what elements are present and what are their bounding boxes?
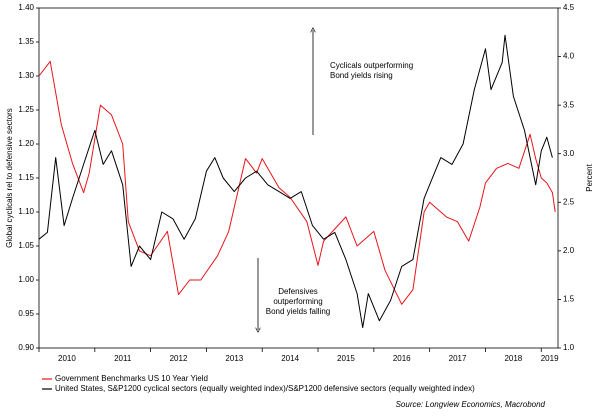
y-tick-label: 1.40 bbox=[18, 3, 34, 12]
x-tick-label: 2013 bbox=[225, 354, 243, 363]
annotation: Cyclicals outperforming Bond yields risin… bbox=[330, 61, 413, 80]
y2-tick-label: 4.5 bbox=[563, 3, 575, 12]
x-tick-label: 2014 bbox=[281, 354, 299, 363]
y-tick-label: 1.05 bbox=[18, 241, 34, 250]
legend-label: United States, S&P1200 cyclical sectors … bbox=[55, 384, 475, 393]
y-tick-label: 1.10 bbox=[18, 207, 34, 216]
y2-tick-label: 1.0 bbox=[563, 343, 575, 352]
source: Source: Longview Economics, Macrobond bbox=[396, 400, 546, 409]
y2-tick-label: 3.5 bbox=[563, 100, 575, 109]
y-tick-label: 0.90 bbox=[18, 343, 34, 352]
series-line bbox=[38, 34, 553, 329]
annotation-line: Bond yields falling bbox=[266, 307, 330, 316]
annotation-line: Defensives bbox=[278, 287, 318, 296]
x-tick-label: 2017 bbox=[449, 354, 467, 363]
y2-axis-label: Percent bbox=[585, 163, 594, 191]
x-tick-label: 2019 bbox=[541, 354, 559, 363]
y-tick-label: 1.25 bbox=[18, 105, 34, 114]
x-tick-label: 2010 bbox=[58, 354, 76, 363]
series-line bbox=[38, 60, 556, 305]
y-tick-label: 0.95 bbox=[18, 309, 34, 318]
y2-tick-label: 2.5 bbox=[563, 197, 575, 206]
y2-tick-label: 3.0 bbox=[563, 149, 575, 158]
y-tick-label: 1.20 bbox=[18, 139, 34, 148]
y-tick-label: 1.00 bbox=[18, 275, 34, 284]
x-tick-label: 2011 bbox=[114, 354, 132, 363]
y-tick-label: 1.15 bbox=[18, 173, 34, 182]
legend-label: Government Benchmarks US 10 Year Yield bbox=[55, 374, 208, 383]
annotation-line: outperforming bbox=[273, 297, 322, 306]
y2-tick-label: 4.0 bbox=[563, 52, 575, 61]
annotation: Defensives outperforming Bond yields falli… bbox=[266, 287, 330, 316]
annotation-line: Cyclicals outperforming bbox=[330, 61, 413, 70]
x-tick-label: 2016 bbox=[393, 354, 411, 363]
x-tick-label: 2015 bbox=[337, 354, 355, 363]
y-axis-label: Global cyclicals rel to defensive sector… bbox=[5, 108, 14, 248]
annotation-line: Bond yields rising bbox=[330, 71, 393, 80]
y-tick-label: 1.35 bbox=[18, 37, 34, 46]
y-tick-label: 1.30 bbox=[18, 71, 34, 80]
y2-tick-label: 2.0 bbox=[563, 246, 575, 255]
x-tick-label: 2012 bbox=[170, 354, 188, 363]
y2-tick-label: 1.5 bbox=[563, 295, 575, 304]
x-tick-label: 2018 bbox=[504, 354, 522, 363]
